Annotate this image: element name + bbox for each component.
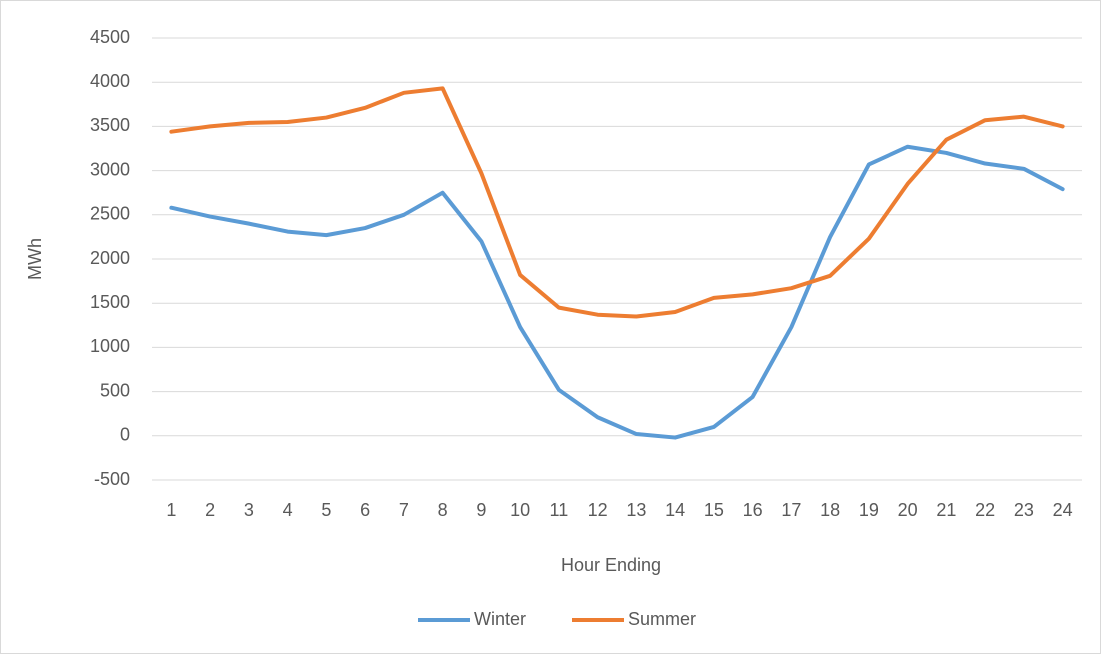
y-tick-label: 3500 [90, 115, 130, 135]
data-line [169, 86, 1065, 319]
x-axis-label: Hour Ending [561, 555, 661, 575]
x-tick-label: 9 [476, 500, 486, 520]
y-tick-label: 1500 [90, 292, 130, 312]
y-tick-label: 2000 [90, 248, 130, 268]
x-tick-label: 13 [626, 500, 646, 520]
x-tick-label: 1 [166, 500, 176, 520]
x-tick-label: 5 [321, 500, 331, 520]
x-tick-label: 7 [399, 500, 409, 520]
x-tick-label: 17 [781, 500, 801, 520]
x-tick-label: 20 [898, 500, 918, 520]
y-tick-label: 3000 [90, 159, 130, 179]
x-tick-label: 2 [205, 500, 215, 520]
x-tick-label: 3 [244, 500, 254, 520]
x-tick-label: 10 [510, 500, 530, 520]
y-tick-label: 2500 [90, 204, 130, 224]
x-tick-label: 16 [743, 500, 763, 520]
y-tick-label: 4500 [90, 27, 130, 47]
y-tick-label: 500 [100, 380, 130, 400]
x-tick-label: 23 [1014, 500, 1034, 520]
x-tick-label: 4 [283, 500, 293, 520]
x-tick-label: 19 [859, 500, 879, 520]
y-tick-label: 4000 [90, 71, 130, 91]
x-tick-label: 11 [550, 500, 569, 520]
x-tick-label: 22 [975, 500, 995, 520]
x-tick-label: 6 [360, 500, 370, 520]
x-tick-label: 8 [438, 500, 448, 520]
data-line [169, 144, 1065, 440]
x-tick-label: 14 [665, 500, 685, 520]
x-tick-label: 15 [704, 500, 724, 520]
x-tick-label: 12 [588, 500, 608, 520]
y-axis-label: MWh [25, 238, 45, 280]
y-tick-label: 1000 [90, 336, 130, 356]
x-tick-label: 24 [1053, 500, 1073, 520]
y-tick-label: -500 [94, 469, 130, 489]
legend-label: Winter [474, 609, 526, 629]
legend-label: Summer [628, 609, 696, 629]
x-tick-label: 18 [820, 500, 840, 520]
y-tick-label: 0 [120, 425, 130, 445]
x-tick-label: 21 [936, 500, 956, 520]
